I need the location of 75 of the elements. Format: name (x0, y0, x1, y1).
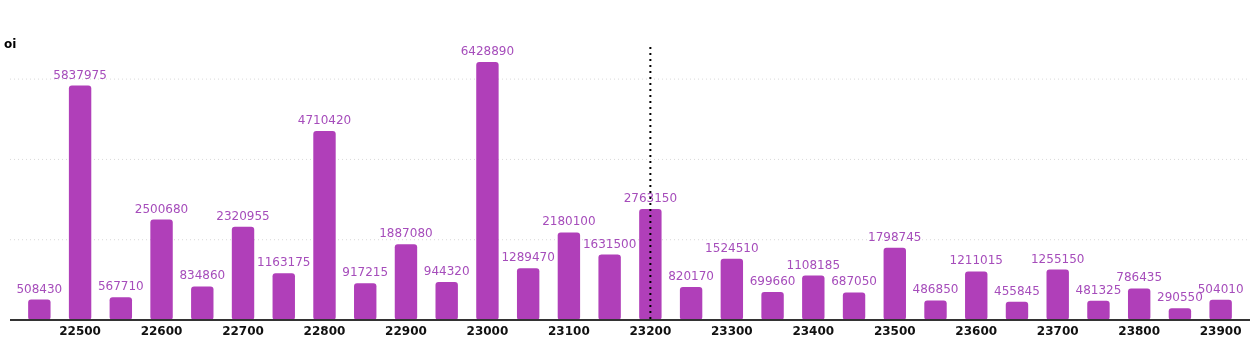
bar (476, 61, 499, 320)
x-tick-label: 22800 (303, 324, 346, 338)
data-label: 455845 (994, 283, 1040, 298)
data-label: 786435 (1116, 270, 1163, 285)
data-label: 486850 (912, 282, 959, 297)
bar (679, 287, 703, 320)
bar (1005, 301, 1029, 320)
x-tick-label: 22700 (222, 324, 264, 338)
bar (965, 271, 988, 320)
bar (842, 292, 866, 320)
data-label: 567710 (97, 279, 144, 294)
bar (435, 282, 458, 320)
x-tick-label: 23700 (1036, 324, 1079, 338)
x-tick-label: 22500 (59, 324, 101, 338)
bar (1209, 299, 1232, 320)
data-label: 834860 (179, 268, 226, 283)
bar (598, 254, 621, 320)
bar (109, 297, 133, 320)
bar (354, 283, 377, 320)
data-label: 820170 (668, 269, 715, 284)
x-tick-label: 22600 (140, 324, 183, 338)
data-label: 2320955 (216, 208, 270, 223)
bar (1127, 288, 1151, 320)
bar (1168, 308, 1192, 320)
bar (802, 275, 825, 320)
x-tick-label: 23400 (792, 324, 835, 338)
data-label: 2180100 (542, 214, 596, 229)
data-label: 1255150 (1030, 251, 1085, 266)
data-label: 1631500 (582, 236, 637, 251)
bar (191, 286, 214, 320)
x-tick-label: 23500 (873, 324, 916, 338)
data-label: 508430 (16, 281, 63, 296)
x-tick-label: 23100 (548, 324, 590, 338)
bar (68, 85, 92, 320)
data-label: 944320 (423, 264, 470, 279)
bar (720, 258, 744, 320)
data-label: 687050 (831, 274, 877, 289)
bar (313, 130, 336, 320)
bar (28, 299, 51, 320)
data-label: 6428890 (460, 43, 515, 58)
bar (557, 232, 581, 320)
x-tick-label: 23300 (710, 324, 753, 338)
data-label: 699660 (749, 273, 796, 288)
data-label: 1798745 (868, 229, 922, 244)
data-label: 2763150 (623, 191, 678, 206)
data-label: 2500680 (134, 201, 189, 216)
data-label: 1887080 (379, 226, 433, 241)
data-label: 4710420 (297, 112, 352, 127)
data-label: 5837975 (53, 67, 107, 82)
data-label: 1289470 (501, 250, 555, 265)
data-label: 1163175 (257, 255, 311, 270)
x-tick-label: 23600 (955, 324, 998, 338)
bar (231, 226, 255, 320)
data-label: 290550 (1157, 290, 1203, 305)
bar (1087, 300, 1110, 320)
bar (516, 268, 540, 320)
data-label: 917215 (342, 265, 389, 280)
bar (924, 300, 947, 320)
data-label: 1524510 (705, 240, 759, 255)
data-label: 481325 (1075, 282, 1122, 297)
bar (272, 273, 295, 320)
data-label: 1108185 (786, 257, 841, 272)
x-tick-label: 23900 (1199, 324, 1242, 338)
x-tick-label: 23200 (629, 324, 672, 338)
x-tick-label: 23800 (1118, 324, 1161, 338)
x-tick-label: 23000 (466, 324, 509, 338)
x-tick-label: 22900 (385, 324, 427, 338)
bar (1046, 269, 1069, 320)
bar (150, 219, 173, 320)
bar (394, 244, 418, 320)
bar (883, 247, 906, 320)
data-label: 1211015 (949, 253, 1003, 268)
bar (639, 209, 662, 320)
y-axis-title: oi (4, 37, 17, 51)
bar (761, 291, 784, 320)
